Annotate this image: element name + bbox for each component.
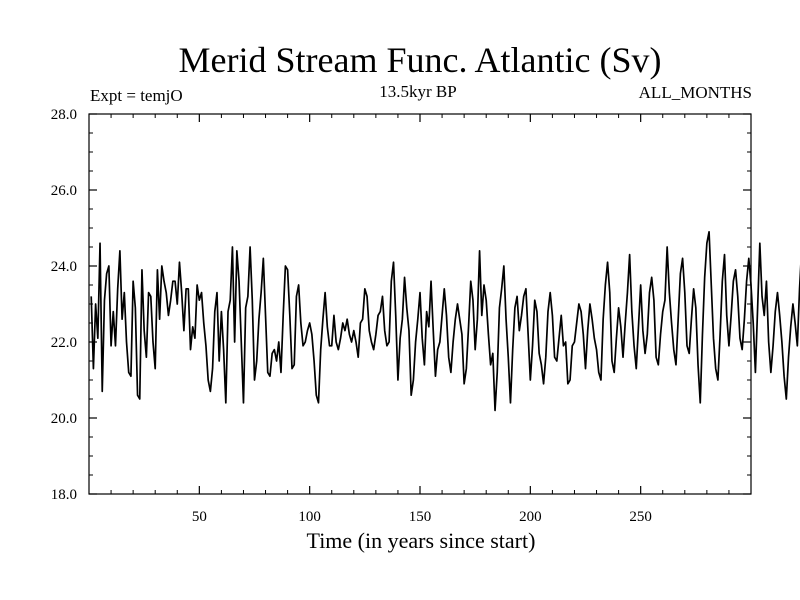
plot-frame bbox=[88, 113, 752, 495]
x-tick-label: 50 bbox=[192, 509, 207, 525]
x-tick-label: 250 bbox=[629, 509, 652, 525]
x-tick-label: 150 bbox=[409, 509, 432, 525]
y-tick-label: 28.0 bbox=[51, 107, 77, 123]
y-tick-label: 26.0 bbox=[51, 183, 77, 199]
x-axis-label: Time (in years since start) bbox=[307, 528, 536, 553]
series-line bbox=[90, 230, 800, 412]
experiment-label: Expt = temjO bbox=[90, 86, 183, 105]
months-label: ALL_MONTHS bbox=[639, 83, 752, 102]
chart-title: Merid Stream Func. Atlantic (Sv) bbox=[179, 40, 662, 80]
period-label: 13.5kyr BP bbox=[379, 82, 456, 101]
y-axis: 18.0 20.0 22.0 24.0 26.0 28.0 bbox=[51, 107, 751, 503]
y-tick-label: 18.0 bbox=[51, 487, 77, 503]
y-tick-label: 24.0 bbox=[51, 259, 77, 275]
x-tick-label: 100 bbox=[298, 509, 321, 525]
series-group bbox=[90, 230, 800, 412]
x-axis: 50 100 150 200 250 bbox=[110, 114, 730, 525]
y-tick-label: 20.0 bbox=[51, 411, 77, 427]
y-tick-label: 22.0 bbox=[51, 335, 77, 351]
x-tick-label: 200 bbox=[519, 509, 542, 525]
